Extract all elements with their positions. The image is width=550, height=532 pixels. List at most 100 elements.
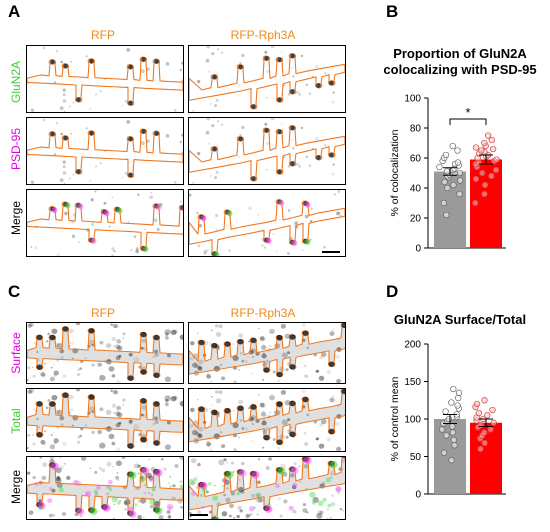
speckle bbox=[221, 376, 226, 381]
speckle bbox=[268, 411, 272, 414]
punctum bbox=[128, 172, 133, 178]
speckle bbox=[141, 405, 147, 410]
speckle bbox=[226, 487, 229, 490]
speckle bbox=[141, 347, 144, 350]
merge-signal bbox=[317, 500, 324, 507]
data-point bbox=[481, 139, 488, 147]
speckle bbox=[292, 75, 295, 78]
speckle bbox=[338, 492, 341, 495]
speckle bbox=[319, 422, 324, 427]
speckle bbox=[133, 235, 137, 238]
speckle bbox=[122, 403, 125, 406]
merge-signal bbox=[277, 467, 286, 475]
speckle bbox=[261, 353, 267, 359]
speckle bbox=[215, 170, 219, 174]
speckle bbox=[117, 478, 120, 481]
speckle bbox=[257, 480, 261, 485]
speckle bbox=[115, 355, 121, 361]
speckle bbox=[258, 458, 261, 461]
speckle bbox=[99, 374, 106, 381]
speckle bbox=[174, 463, 179, 469]
speckle bbox=[281, 50, 283, 52]
merge-signal bbox=[191, 491, 196, 496]
micrograph-a-rph3a-merge bbox=[188, 189, 346, 257]
speckle bbox=[49, 444, 55, 450]
punctum bbox=[140, 398, 147, 404]
punctum bbox=[49, 334, 56, 341]
merge-signal bbox=[47, 498, 53, 504]
speckle bbox=[239, 352, 243, 355]
speckle bbox=[263, 419, 265, 422]
speckle bbox=[148, 492, 150, 494]
speckle bbox=[152, 422, 155, 426]
speckle bbox=[60, 356, 64, 360]
speckle bbox=[47, 398, 51, 402]
dendrite-outline bbox=[27, 326, 183, 381]
merge-signal bbox=[327, 503, 332, 508]
speckle bbox=[276, 250, 278, 253]
speckle bbox=[165, 62, 170, 66]
speckle bbox=[40, 372, 46, 377]
speckle bbox=[190, 341, 195, 346]
merge-signal bbox=[144, 483, 147, 487]
speckle bbox=[330, 476, 333, 479]
punctum bbox=[276, 439, 283, 445]
speckle bbox=[279, 514, 283, 518]
punctum bbox=[128, 100, 133, 106]
speckle bbox=[197, 79, 201, 84]
speckle bbox=[106, 492, 110, 496]
speckle bbox=[264, 50, 268, 54]
merge-signal bbox=[212, 516, 221, 519]
speckle bbox=[270, 514, 273, 517]
speckle bbox=[78, 241, 80, 243]
speckle bbox=[340, 215, 342, 217]
speckle bbox=[43, 374, 47, 378]
speckle bbox=[315, 370, 319, 373]
speckle bbox=[208, 341, 212, 344]
speckle bbox=[165, 134, 170, 138]
speckle bbox=[113, 250, 116, 253]
merge-signal bbox=[256, 493, 260, 498]
speckle bbox=[112, 389, 118, 395]
speckle bbox=[90, 198, 94, 202]
punctum bbox=[329, 80, 334, 86]
data-point bbox=[443, 211, 450, 219]
speckle bbox=[309, 219, 313, 223]
data-point bbox=[436, 163, 443, 171]
merge-signal bbox=[168, 482, 171, 485]
speckle bbox=[117, 412, 123, 418]
speckle bbox=[335, 487, 341, 492]
speckle bbox=[164, 444, 171, 451]
punctum bbox=[140, 436, 147, 443]
punctum bbox=[88, 394, 95, 400]
speckle bbox=[77, 436, 80, 439]
data-point bbox=[481, 190, 488, 198]
speckle bbox=[206, 441, 211, 447]
punctum bbox=[316, 83, 321, 88]
speckle bbox=[55, 50, 59, 53]
data-point bbox=[450, 436, 457, 444]
punctum bbox=[328, 428, 335, 435]
punctum bbox=[141, 129, 146, 134]
speckle bbox=[32, 476, 36, 480]
punctum bbox=[50, 59, 55, 65]
speckle bbox=[51, 394, 58, 401]
speckle bbox=[137, 472, 140, 475]
speckle bbox=[117, 411, 120, 414]
merge-signal bbox=[59, 485, 63, 489]
speckle bbox=[245, 513, 250, 518]
speckle bbox=[99, 442, 106, 449]
y-tick-label: 0 bbox=[415, 490, 421, 501]
speckle bbox=[214, 324, 219, 328]
merge-signal bbox=[141, 467, 150, 475]
speckle bbox=[33, 49, 35, 51]
speckle bbox=[196, 510, 202, 515]
merge-signal bbox=[116, 207, 123, 214]
speckle bbox=[237, 436, 241, 439]
speckle bbox=[141, 338, 147, 343]
speckle bbox=[218, 324, 223, 328]
speckle bbox=[62, 171, 67, 175]
speckle bbox=[258, 394, 260, 396]
speckle bbox=[180, 506, 183, 509]
merge-signal bbox=[199, 481, 208, 490]
